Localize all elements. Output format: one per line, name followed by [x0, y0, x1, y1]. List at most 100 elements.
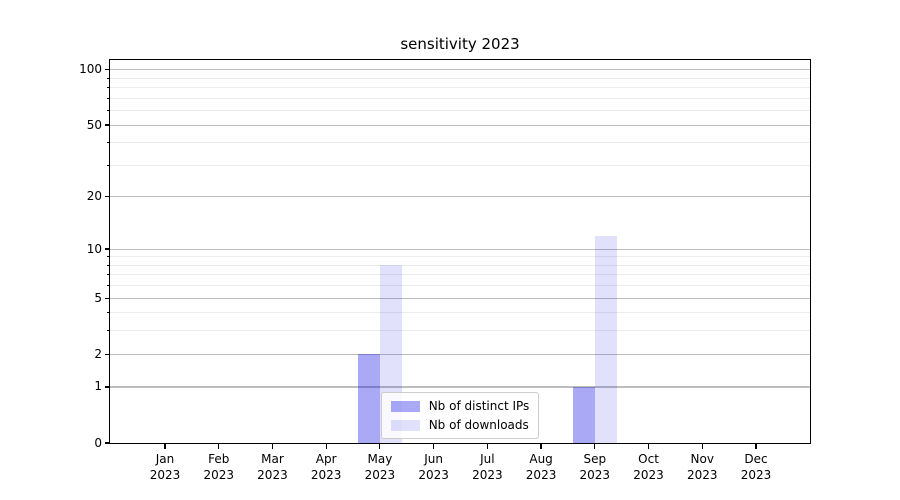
y-minor-tick-mark	[106, 256, 110, 258]
gridline-minor	[110, 142, 810, 144]
chart-title: sensitivity 2023	[400, 35, 520, 53]
x-tick-year: 2023	[633, 468, 664, 482]
gridline-minor	[110, 164, 810, 166]
y-minor-tick-mark	[106, 142, 110, 144]
bar-downloads	[594, 235, 617, 443]
x-tick-month: May	[367, 452, 393, 466]
x-tick-month: Feb	[208, 452, 230, 466]
x-tick-month: Jun	[424, 452, 443, 466]
x-tick-month: Dec	[744, 452, 768, 466]
x-tick-label: Oct 2023	[617, 451, 681, 483]
x-tick-year: 2023	[149, 468, 181, 482]
y-tick-label: 100	[79, 62, 102, 77]
x-tick-month: Sep	[583, 452, 607, 466]
y-tick-label: 50	[86, 117, 102, 132]
gridline-minor	[110, 264, 810, 266]
x-tick-year: 2023	[472, 468, 503, 482]
legend-swatch-distinct-ips	[390, 400, 420, 412]
x-tick-year: 2023	[525, 468, 557, 482]
y-tick-label: 5	[94, 290, 102, 305]
x-tick-year: 2023	[686, 468, 718, 482]
x-tick-mark	[755, 444, 757, 449]
x-tick-mark	[218, 444, 220, 449]
x-tick-mark	[647, 444, 650, 449]
y-tick-label: 20	[86, 189, 102, 204]
legend-container: Nb of distinct IPs Nb of downloads	[110, 392, 810, 439]
legend-item-downloads: Nb of downloads	[390, 417, 530, 433]
legend-swatch-downloads	[390, 419, 420, 431]
gridline-minor	[110, 256, 810, 258]
x-tick-label: Sep 2023	[563, 451, 627, 483]
y-minor-tick-mark	[106, 312, 110, 314]
gridline-major	[110, 196, 810, 198]
x-tick-mark	[540, 444, 542, 449]
x-tick-mark	[325, 444, 327, 449]
x-tick-year: 2023	[310, 468, 342, 482]
x-tick-month: Aug	[529, 452, 553, 466]
x-tick-year: 2023	[203, 468, 234, 482]
x-tick-month: Oct	[638, 452, 659, 466]
x-tick-month: Nov	[690, 452, 714, 466]
y-minor-tick-mark	[106, 164, 110, 166]
x-tick-year: 2023	[257, 468, 288, 482]
x-tick-month: Mar	[261, 452, 284, 466]
x-tick-label: Jul 2023	[455, 451, 519, 483]
y-major-tick-mark	[104, 297, 110, 299]
y-major-tick-mark	[104, 248, 110, 250]
y-minor-tick-mark	[106, 97, 110, 99]
x-tick-year: 2023	[364, 468, 396, 482]
legend-label-downloads: Nb of downloads	[428, 418, 529, 432]
x-tick-label: Dec 2023	[724, 451, 788, 483]
y-minor-tick-mark	[106, 87, 110, 89]
y-major-tick-mark	[104, 353, 110, 355]
gridline-major	[110, 386, 810, 388]
x-tick-mark	[271, 444, 274, 449]
gridline-minor	[110, 97, 810, 99]
x-tick-year: 2023	[579, 468, 611, 482]
bar-distinct-ips	[573, 386, 595, 443]
y-minor-tick-mark	[106, 109, 110, 112]
gridline-major	[110, 69, 810, 71]
y-major-tick-mark	[104, 124, 110, 126]
y-tick-label: 1	[94, 379, 102, 394]
gridline-major	[110, 297, 810, 299]
x-tick-label: Apr 2023	[294, 451, 358, 483]
gridline-minor	[110, 87, 810, 89]
x-tick-mark	[594, 444, 596, 449]
y-minor-tick-mark	[106, 285, 110, 287]
legend-item-distinct-ips: Nb of distinct IPs	[390, 398, 530, 414]
x-tick-label: Jan 2023	[133, 451, 197, 483]
x-tick-label: Nov 2023	[670, 451, 734, 483]
gridline-major	[110, 353, 810, 355]
gridline-minor	[110, 77, 810, 79]
bar-distinct-ips	[358, 354, 380, 443]
gridline-minor	[110, 330, 810, 332]
y-tick-label: 10	[86, 241, 102, 256]
y-tick-label: 0	[94, 435, 102, 450]
gridline-major	[110, 124, 810, 126]
x-tick-mark	[486, 444, 488, 449]
gridline-minor	[110, 312, 810, 314]
gridline-minor	[110, 110, 810, 112]
x-tick-month: Apr	[315, 452, 337, 466]
y-major-tick-mark	[104, 69, 110, 71]
plot-border	[109, 59, 811, 444]
x-tick-year: 2023	[740, 468, 772, 482]
gridline-major	[110, 248, 810, 250]
x-tick-mark	[164, 444, 166, 449]
y-major-tick-mark	[104, 442, 110, 444]
x-tick-mark	[701, 444, 703, 449]
x-tick-mark	[433, 444, 435, 449]
x-tick-mark	[379, 444, 381, 449]
gridline-minor	[110, 285, 810, 287]
x-tick-label: May 2023	[348, 451, 412, 483]
legend: Nb of distinct IPs Nb of downloads	[380, 392, 540, 439]
legend-label-distinct-ips: Nb of distinct IPs	[428, 399, 530, 413]
gridline-minor	[110, 274, 810, 276]
y-major-tick-mark	[104, 196, 110, 198]
y-minor-tick-mark	[106, 77, 110, 79]
x-tick-label: Jun 2023	[402, 451, 466, 483]
y-minor-tick-mark	[106, 330, 110, 332]
x-tick-label: Mar 2023	[240, 451, 304, 483]
